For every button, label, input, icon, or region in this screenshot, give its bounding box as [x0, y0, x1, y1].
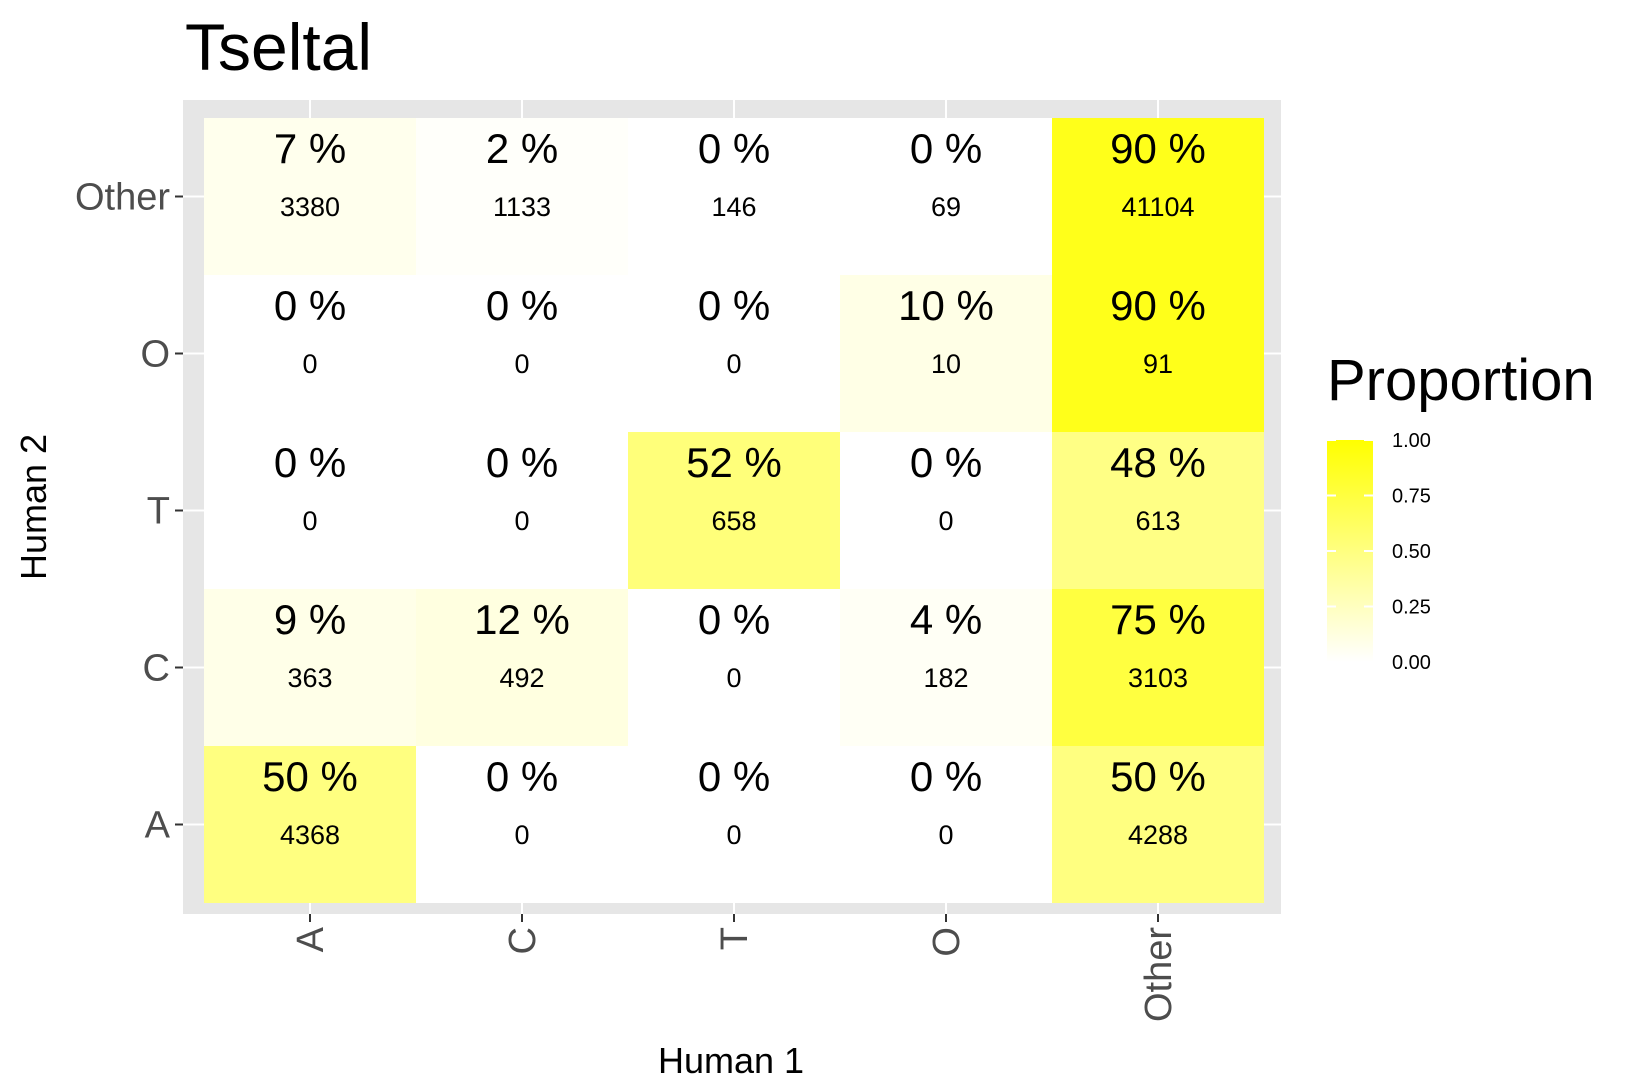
x-tick-label-t: T: [714, 927, 756, 950]
heatmap-cell-o-c: [840, 589, 1052, 746]
cell-count-label-other-t: 613: [1135, 506, 1180, 536]
cell-count-label-t-t: 658: [711, 506, 756, 536]
cell-percent-label-c-a: 0 %: [486, 753, 558, 800]
cell-percent-label-o-t: 0 %: [910, 439, 982, 486]
cell-percent-label-c-other: 2 %: [486, 125, 558, 172]
y-tick-label-t: T: [147, 491, 170, 533]
cell-count-label-other-o: 91: [1143, 349, 1173, 379]
cell-percent-label-other-other: 90 %: [1110, 125, 1206, 172]
cell-labels: 7 % 3380 2 % 1133 0 % 146 0 % 69 90 % 41104 0 % 0 0 …: [262, 125, 1206, 850]
heatmap-cell-t-other: [628, 118, 840, 275]
cell-count-label-a-o: 0: [302, 349, 317, 379]
heatmap-cell-o-t: [840, 432, 1052, 589]
y-tick-label-c: C: [143, 648, 170, 690]
heatmap-cell-t-a: [628, 746, 840, 903]
heatmap-cell-a-other: [204, 118, 416, 275]
heatmap-cell-other-a: [1052, 746, 1264, 903]
y-tick-label-o: O: [140, 334, 170, 376]
heatmap-cell-a-a: [204, 746, 416, 903]
heatmap-cell-other-c: [1052, 589, 1264, 746]
cell-percent-label-o-a: 0 %: [910, 753, 982, 800]
cell-count-label-o-c: 182: [923, 663, 968, 693]
heatmap-cell-t-t: [628, 432, 840, 589]
cell-count-label-o-o: 10: [931, 349, 961, 379]
y-tick-label-a: A: [145, 805, 171, 847]
x-tick-label-other: Other: [1138, 927, 1180, 1022]
heatmap-cell-a-t: [204, 432, 416, 589]
cell-percent-label-t-other: 0 %: [698, 125, 770, 172]
cell-percent-label-c-t: 0 %: [486, 439, 558, 486]
chart-title: Tseltal: [185, 10, 372, 84]
cell-count-label-c-t: 0: [514, 506, 529, 536]
cell-count-label-a-c: 363: [287, 663, 332, 693]
legend-tick-label: 1.00: [1392, 430, 1431, 452]
cell-count-label-t-other: 146: [711, 192, 756, 222]
heatmap-cell-other-other: [1052, 118, 1264, 275]
x-tick-label-a: A: [290, 926, 332, 952]
cell-count-label-t-c: 0: [726, 663, 741, 693]
cell-count-label-a-t: 0: [302, 506, 317, 536]
cell-count-label-t-o: 0: [726, 349, 741, 379]
cell-count-label-c-c: 492: [499, 663, 544, 693]
legend-ticks: 1.00 0.75 0.50 0.25 0.00: [1327, 430, 1431, 674]
heatmap-cells: [204, 118, 1264, 903]
cell-percent-label-o-o: 10 %: [898, 282, 994, 329]
heatmap-cell-t-c: [628, 589, 840, 746]
heatmap-cell-c-other: [416, 118, 628, 275]
heatmap-cell-c-o: [416, 275, 628, 432]
cell-count-label-c-a: 0: [514, 820, 529, 850]
heatmap-cell-o-o: [840, 275, 1052, 432]
cell-percent-label-a-a: 50 %: [262, 753, 358, 800]
heatmap-cell-o-a: [840, 746, 1052, 903]
y-tick-label-other: Other: [75, 177, 170, 219]
cell-percent-label-other-o: 90 %: [1110, 282, 1206, 329]
x-tick-label-c: C: [502, 927, 544, 954]
cell-percent-label-a-c: 9 %: [274, 596, 346, 643]
cell-percent-label-o-c: 4 %: [910, 596, 982, 643]
cell-count-label-c-o: 0: [514, 349, 529, 379]
cell-count-label-o-other: 69: [931, 192, 961, 222]
cell-percent-label-other-c: 75 %: [1110, 596, 1206, 643]
cell-count-label-o-t: 0: [938, 506, 953, 536]
cell-percent-label-t-a: 0 %: [698, 753, 770, 800]
cell-percent-label-a-o: 0 %: [274, 282, 346, 329]
cell-percent-label-t-t: 52 %: [686, 439, 782, 486]
heatmap-cell-c-t: [416, 432, 628, 589]
heatmap-cell-o-other: [840, 118, 1052, 275]
x-tick-label-o: O: [926, 927, 968, 957]
legend-tick-label: 0.50: [1392, 541, 1431, 563]
x-axis-title: Human 1: [658, 1040, 804, 1081]
cell-count-label-o-a: 0: [938, 820, 953, 850]
heatmap-cell-a-o: [204, 275, 416, 432]
cell-count-label-c-other: 1133: [493, 192, 551, 222]
cell-count-label-other-c: 3103: [1128, 663, 1188, 693]
cell-percent-label-c-c: 12 %: [474, 596, 570, 643]
cell-percent-label-c-o: 0 %: [486, 282, 558, 329]
legend-title: Proportion: [1327, 348, 1595, 413]
cell-count-label-a-other: 3380: [280, 192, 340, 222]
heatmap-cell-c-a: [416, 746, 628, 903]
y-axis-title: Human 2: [13, 434, 54, 580]
cell-percent-label-other-t: 48 %: [1110, 439, 1206, 486]
heatmap-cell-other-o: [1052, 275, 1264, 432]
axis-ticks: A C T O Other A C T O Other: [75, 177, 1180, 1023]
cell-count-label-other-other: 41104: [1121, 192, 1194, 222]
cell-percent-label-t-o: 0 %: [698, 282, 770, 329]
legend-tick-label: 0.75: [1392, 486, 1431, 508]
cell-percent-label-a-other: 7 %: [274, 125, 346, 172]
cell-percent-label-a-t: 0 %: [274, 439, 346, 486]
cell-percent-label-o-other: 0 %: [910, 125, 982, 172]
cell-percent-label-t-c: 0 %: [698, 596, 770, 643]
heatmap-cell-other-t: [1052, 432, 1264, 589]
cell-percent-label-other-a: 50 %: [1110, 753, 1206, 800]
cell-count-label-t-a: 0: [726, 820, 741, 850]
cell-count-label-a-a: 4368: [280, 820, 340, 850]
legend-tick-label: 0.00: [1392, 652, 1431, 674]
heatmap-cell-t-o: [628, 275, 840, 432]
heatmap-cell-c-c: [416, 589, 628, 746]
heatmap-cell-a-c: [204, 589, 416, 746]
legend-tick-label: 0.25: [1392, 597, 1431, 619]
cell-count-label-other-a: 4288: [1128, 820, 1188, 850]
